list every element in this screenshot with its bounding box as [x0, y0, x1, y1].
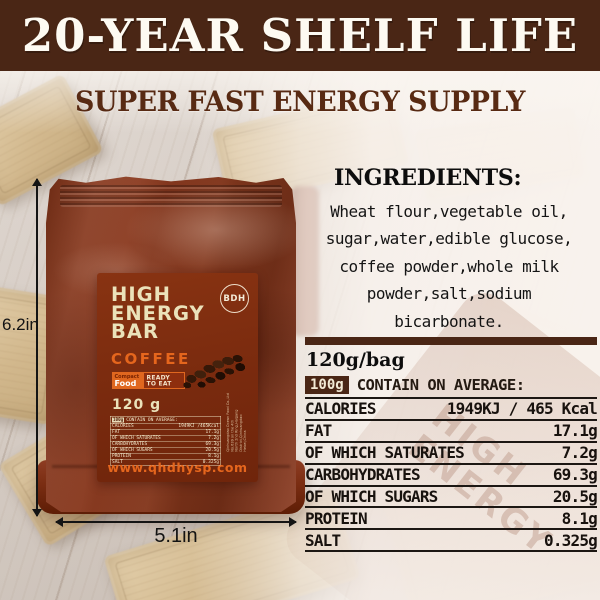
ingredients-heading: INGREDIENTS:	[334, 165, 522, 191]
flavor-label: COFFEE	[111, 350, 191, 368]
table-row: CARBOHYDRATES 69.3g	[305, 465, 598, 487]
title-line: HIGH	[111, 283, 171, 306]
headline: 20-YEAR SHELF LIFE	[21, 9, 579, 62]
ingredients-text: Wheat flour,vegetable oil, sugar,water,e…	[325, 202, 573, 331]
nutrition-table: CALORIES 1949KJ / 465 Kcal FAT 17.1g OF WH…	[305, 399, 598, 553]
compact-food-badge: Compact Food	[112, 372, 143, 389]
nutrition-header-text: CONTAIN ON AVERAGE:	[356, 376, 525, 394]
website-url: www.qhdhysp.com	[107, 460, 248, 475]
package-label: HIGH ENERGY BAR BDH COFFEE Compact Food …	[97, 273, 258, 482]
ready-to-eat-badge: READY TO EAT	[143, 372, 185, 389]
title-line: ENERGY	[111, 301, 205, 325]
table-row: OF WHICH SUGARS 20.5g	[305, 487, 598, 509]
width-dimension-label: 5.1in	[154, 525, 198, 547]
table-row: CALORIES 1949KJ / 465 Kcal	[305, 399, 598, 421]
badge-text: Food	[114, 378, 137, 388]
badge-text: Compact	[114, 373, 140, 380]
white-overlay-top	[0, 71, 600, 133]
nutrition-header-row: 100g CONTAIN ON AVERAGE:	[305, 375, 597, 399]
section-divider-bar	[305, 337, 597, 345]
width-dimension-arrow	[55, 517, 297, 527]
table-row: PROTEIN 8.1g	[305, 508, 598, 531]
per-100g-chip: 100g	[305, 376, 349, 394]
height-dimension-label: 6.2in	[2, 315, 39, 334]
table-row: SALT 0.325g	[305, 530, 598, 553]
label-badges: Compact Food READY TO EAT	[112, 372, 272, 408]
bag-weight-label: 120g/bag	[306, 349, 405, 371]
mini-table-header: CONTAIN ON AVERAGE:	[126, 417, 178, 423]
title-line: BAR	[111, 320, 159, 343]
brand-logo-bdh: BDH	[220, 284, 249, 313]
label-nutrition-table: 100g CONTAIN ON AVERAGE: CALORIES 1949KJ …	[110, 416, 221, 466]
badge-text: READY	[146, 373, 171, 381]
pouch-zip-seal	[60, 185, 282, 207]
net-weight: 120 g	[112, 397, 162, 413]
subheadline: SUPER FAST ENERGY SUPPLY	[75, 85, 525, 118]
per-100g-chip: 100g	[112, 417, 125, 423]
product-package: HIGH ENERGY BAR BDH COFFEE Compact Food …	[37, 176, 305, 514]
badge-text: TO EAT	[146, 380, 172, 387]
table-row: OF WHICH SATURATES 7.2g	[305, 443, 598, 465]
package-title: HIGH ENERGY BAR	[111, 283, 205, 343]
top-banner: 20-YEAR SHELF LIFE	[0, 0, 600, 71]
table-row: FAT 17.1g	[305, 421, 598, 443]
height-dimension-arrow	[32, 178, 42, 517]
